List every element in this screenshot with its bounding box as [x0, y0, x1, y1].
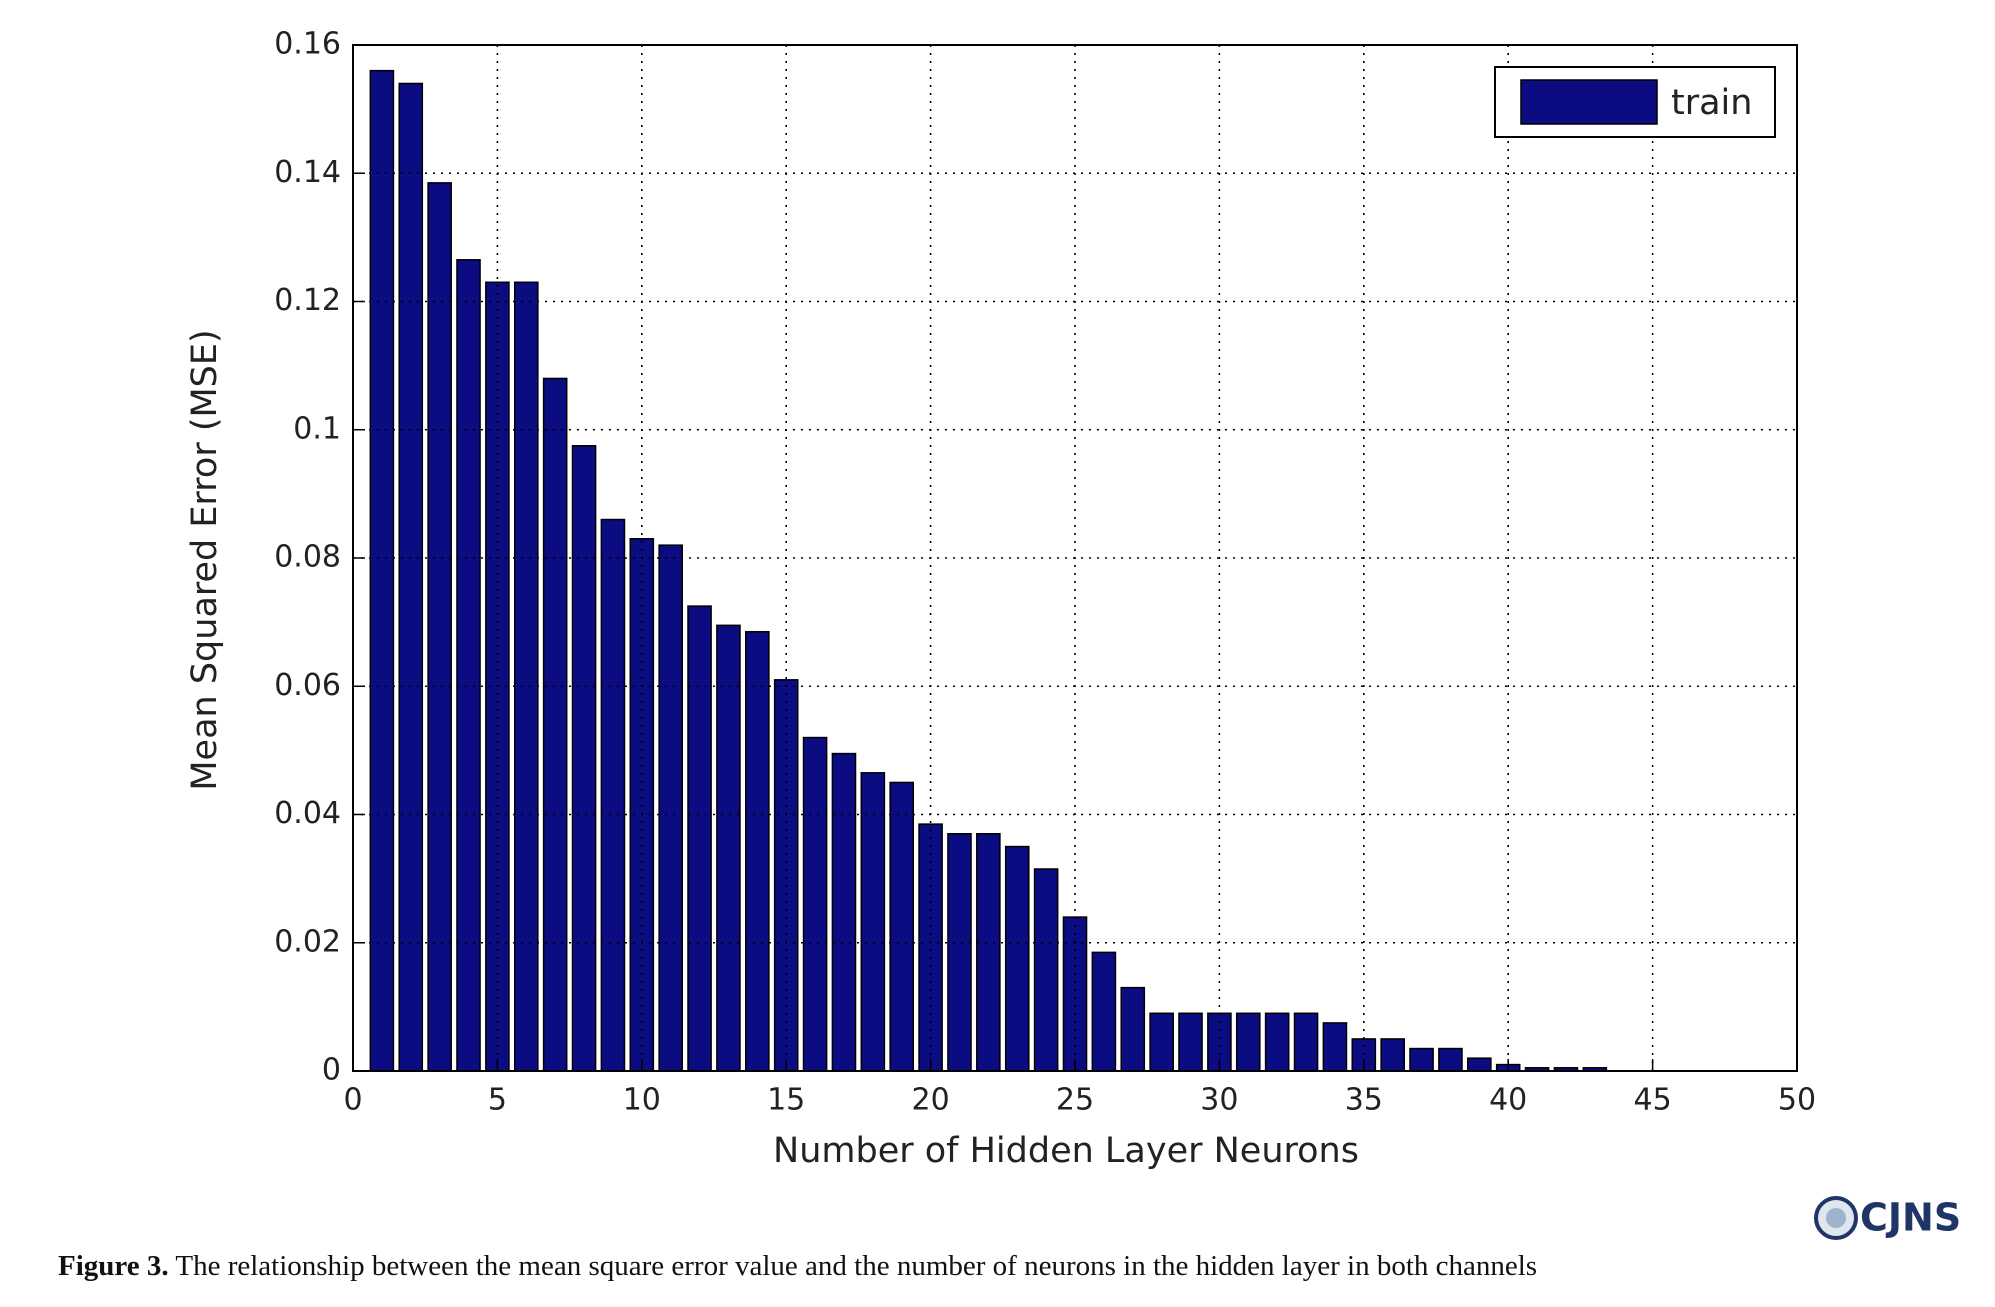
bar — [571, 445, 597, 1072]
bar — [658, 544, 683, 1072]
bar — [1409, 1047, 1434, 1072]
bar — [716, 624, 741, 1072]
x-tick-label: 40 — [1489, 1083, 1527, 1118]
bar — [802, 736, 828, 1072]
logo-text: CJNS — [1860, 1196, 1961, 1240]
y-tick-label: 0.16 — [274, 27, 341, 62]
y-tick-label: 0.08 — [274, 540, 341, 575]
y-tick-label: 0.1 — [293, 411, 341, 446]
bar — [1120, 986, 1146, 1072]
bar — [427, 182, 452, 1072]
caption-label: Figure 3. — [58, 1250, 169, 1282]
plot-frame — [352, 44, 1798, 1072]
x-tick-label: 0 — [343, 1083, 362, 1118]
legend-label: train — [1671, 83, 1752, 123]
bar — [398, 82, 424, 1072]
bar — [1380, 1038, 1405, 1072]
bar — [1235, 1012, 1261, 1072]
bar — [1438, 1047, 1463, 1072]
x-tick-label: 15 — [767, 1083, 805, 1118]
bar — [947, 832, 972, 1072]
bar — [745, 630, 770, 1072]
bar — [1322, 1022, 1348, 1072]
bar — [1467, 1057, 1492, 1072]
x-tick-label: 25 — [1056, 1083, 1094, 1118]
bar — [369, 69, 395, 1072]
bar — [976, 832, 1001, 1072]
bar — [687, 605, 712, 1072]
bar — [1149, 1012, 1174, 1072]
bar — [1004, 845, 1030, 1072]
x-tick-label: 20 — [912, 1083, 950, 1118]
bar — [513, 281, 539, 1072]
bar — [629, 538, 655, 1072]
bar — [773, 679, 799, 1072]
bar — [831, 752, 857, 1072]
bar — [1293, 1012, 1319, 1072]
y-tick-label: 0.14 — [274, 155, 341, 190]
bar — [600, 518, 626, 1072]
bar — [456, 259, 481, 1072]
bar — [860, 772, 886, 1072]
legend: train — [1494, 66, 1776, 138]
bar — [1264, 1012, 1290, 1072]
bar — [485, 281, 510, 1072]
caption: Figure 3. The relationship between the m… — [58, 1250, 1537, 1282]
y-tick-label: 0.04 — [274, 796, 341, 831]
bar — [1062, 916, 1088, 1072]
y-tick-label: 0.02 — [274, 924, 341, 959]
caption-text: The relationship between the mean square… — [175, 1250, 1537, 1282]
x-tick-label: 50 — [1778, 1083, 1816, 1118]
legend-swatch — [1520, 79, 1658, 125]
y-tick-label: 0.06 — [274, 668, 341, 703]
logo: CJNS — [1814, 1196, 1961, 1240]
bar — [1033, 868, 1059, 1072]
bar — [1091, 951, 1117, 1072]
x-tick-label: 35 — [1345, 1083, 1383, 1118]
bar — [889, 781, 915, 1072]
x-tick-label: 30 — [1200, 1083, 1238, 1118]
y-tick-label: 0.12 — [274, 283, 341, 318]
logo-icon-inner — [1826, 1208, 1846, 1228]
x-tick-label: 45 — [1634, 1083, 1672, 1118]
x-tick-label: 10 — [623, 1083, 661, 1118]
x-tick-label: 5 — [488, 1083, 507, 1118]
x-axis-title: Number of Hidden Layer Neurons — [773, 1131, 1359, 1171]
bar — [1178, 1012, 1203, 1072]
y-tick-label: 0 — [322, 1053, 341, 1088]
bar — [542, 377, 568, 1072]
y-axis-title: Mean Squared Error (MSE) — [185, 329, 225, 790]
